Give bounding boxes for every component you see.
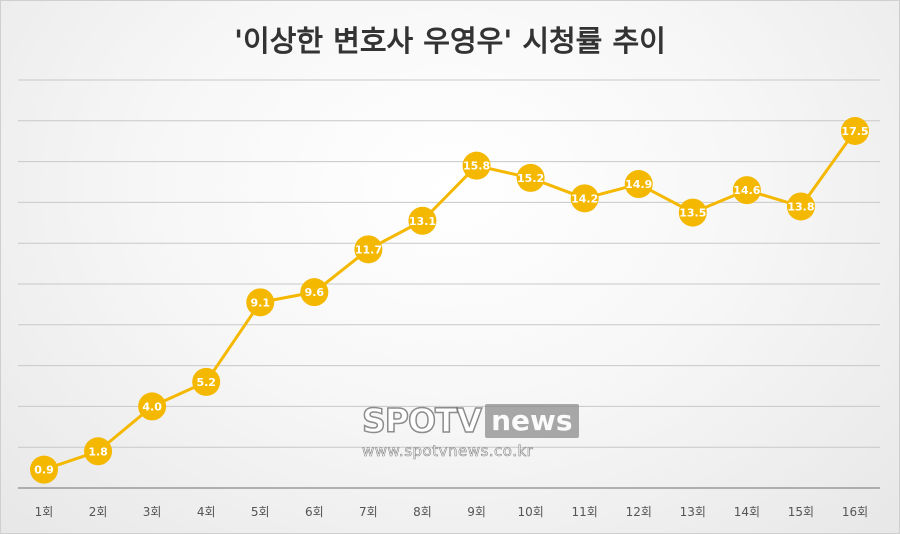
data-label: 9.6 <box>305 286 325 299</box>
x-tick-label: 2회 <box>89 505 108 519</box>
watermark-brand-suffix: news <box>485 404 579 438</box>
data-label: 15.2 <box>517 172 544 185</box>
data-point <box>30 455 58 484</box>
data-label: 4.0 <box>142 400 162 413</box>
data-point <box>841 117 869 145</box>
x-tick-label: 10회 <box>517 505 543 519</box>
x-tick-label: 12회 <box>626 505 652 519</box>
data-label: 14.9 <box>625 178 652 191</box>
data-point <box>138 392 167 421</box>
watermark-brand: SPOTV <box>361 401 483 440</box>
data-label: 17.5 <box>841 125 868 138</box>
x-tick-label: 3회 <box>143 505 162 519</box>
x-tick-label: 1회 <box>35 505 54 519</box>
series-line <box>42 129 857 472</box>
data-point <box>462 151 491 180</box>
x-tick-label: 6회 <box>305 505 324 519</box>
data-point <box>354 235 383 264</box>
watermark-logo: SPOTV news <box>361 401 579 440</box>
data-label: 14.6 <box>733 184 760 197</box>
data-point <box>84 437 113 466</box>
data-label: 11.7 <box>355 243 382 256</box>
watermark: SPOTV news www.spotvnews.co.kr <box>361 401 579 463</box>
x-tick-label: 16회 <box>842 505 868 519</box>
data-label: 15.8 <box>463 160 490 173</box>
data-point <box>732 176 761 205</box>
x-tick-label: 4회 <box>197 505 216 519</box>
data-point <box>192 367 221 396</box>
x-tick-label: 8회 <box>413 505 432 519</box>
data-point <box>408 206 437 235</box>
x-tick-label: 15회 <box>788 505 814 519</box>
data-point <box>246 288 275 317</box>
x-tick-label: 7회 <box>359 505 378 519</box>
data-point <box>786 192 815 221</box>
data-label: 14.2 <box>571 192 598 205</box>
data-label: 9.1 <box>251 296 271 309</box>
data-point <box>516 163 545 192</box>
data-label: 0.9 <box>34 464 54 477</box>
x-tick-label: 14회 <box>734 505 760 519</box>
data-label: 1.8 <box>88 445 108 458</box>
x-tick-label: 5회 <box>251 505 270 519</box>
data-point <box>624 170 653 199</box>
data-point <box>300 278 329 307</box>
chart-title: '이상한 변호사 우영우' 시청률 추이 <box>234 24 666 58</box>
data-point <box>678 198 707 227</box>
watermark-url: www.spotvnews.co.kr <box>362 442 534 461</box>
data-label: 5.2 <box>196 376 216 389</box>
x-tick-label: 9회 <box>467 505 486 519</box>
data-label: 13.5 <box>679 207 706 220</box>
x-tick-label: 13회 <box>680 505 706 519</box>
data-point <box>570 184 599 213</box>
data-label: 13.8 <box>787 200 814 213</box>
x-tick-label: 11회 <box>572 505 598 519</box>
data-label: 13.1 <box>409 215 436 228</box>
